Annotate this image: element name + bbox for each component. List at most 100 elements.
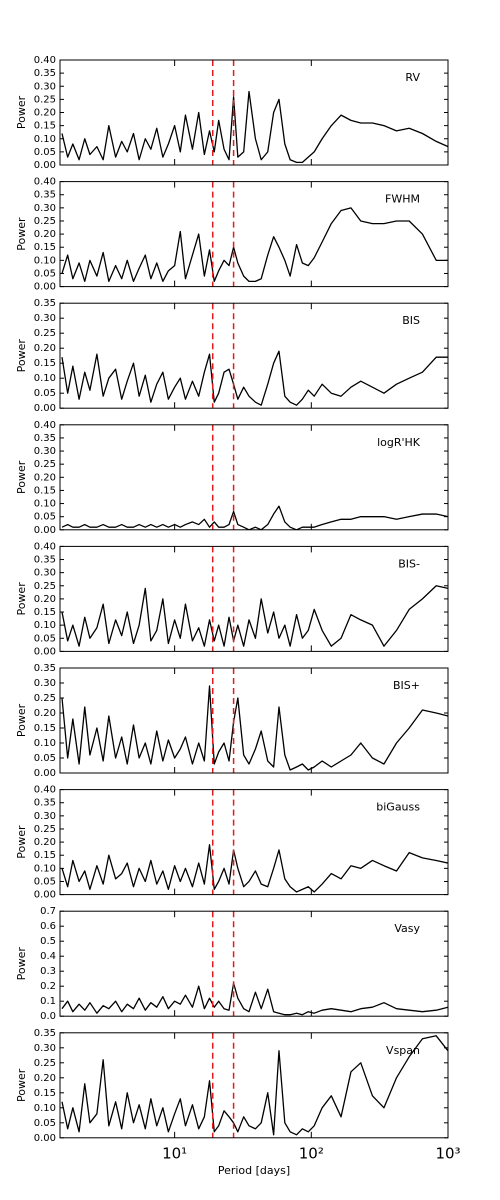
y-tick-label: 0.15 — [34, 1088, 56, 1099]
y-tick-label: 0.20 — [34, 229, 56, 240]
plot-area — [61, 350, 448, 406]
axes-frame — [59, 302, 449, 409]
axes-frame — [59, 59, 449, 166]
y-tick-label: 0.00 — [34, 160, 56, 171]
y-tick-label: 0.15 — [34, 723, 56, 734]
periodogram-line — [61, 982, 448, 1016]
y-tick-label: 0.05 — [34, 512, 56, 523]
panel-label: BIS — [402, 314, 420, 327]
panel-label: Vspan — [386, 1044, 420, 1057]
axes-frame — [59, 1032, 449, 1139]
y-tick-label: 0.20 — [34, 1073, 56, 1084]
y-tick-label: 0.00 — [34, 525, 56, 536]
axes-frame — [59, 545, 449, 652]
y-tick-label: 0.10 — [34, 863, 56, 874]
y-tick-label: 0.20 — [34, 594, 56, 605]
y-tick-label: 0.35 — [34, 1028, 56, 1039]
y-tick-label: 0.7 — [40, 906, 56, 917]
axes-frame — [59, 910, 449, 1017]
y-tick-label: 0.20 — [34, 708, 56, 719]
y-tick-label: 0.05 — [34, 633, 56, 644]
y-tick-label: 0.4 — [40, 951, 56, 962]
y-tick-label: 0.30 — [34, 81, 56, 92]
y-tick-label: 0.40 — [34, 420, 56, 431]
x-tick-label: 10¹ — [162, 1144, 187, 1162]
y-tick-label: 0.35 — [34, 555, 56, 566]
periodogram-line — [61, 350, 448, 406]
panel-label: logR'HK — [377, 436, 421, 449]
y-tick-label: 0.25 — [34, 459, 56, 470]
y-tick-label: 0.40 — [34, 541, 56, 552]
y-tick-label: 0.00 — [34, 403, 56, 414]
y-axis-label: Power — [15, 703, 28, 737]
y-tick-label: 0.10 — [34, 373, 56, 384]
axes-frame — [59, 789, 449, 896]
y-tick-label: 0.30 — [34, 1043, 56, 1054]
panel-label: Vasy — [394, 922, 420, 935]
y-tick-label: 0.10 — [34, 499, 56, 510]
y-tick-label: 0.15 — [34, 607, 56, 618]
y-tick-label: 0.25 — [34, 824, 56, 835]
y-tick-label: 0.05 — [34, 147, 56, 158]
axes-frame — [59, 181, 449, 288]
y-tick-label: 0.40 — [34, 55, 56, 66]
panel-label: FWHM — [385, 193, 420, 206]
periodogram-line — [61, 505, 448, 530]
x-axis-label: Period [days] — [218, 1164, 290, 1177]
y-tick-label: 0.15 — [34, 485, 56, 496]
y-tick-label: 0.30 — [34, 678, 56, 689]
panel-label: BIS- — [398, 557, 420, 570]
periodogram-line — [61, 585, 448, 647]
y-tick-label: 0.15 — [34, 121, 56, 132]
y-tick-label: 0.6 — [40, 921, 56, 932]
y-tick-label: 0.15 — [34, 358, 56, 369]
y-tick-label: 0.35 — [34, 663, 56, 674]
y-tick-label: 0.25 — [34, 94, 56, 105]
y-tick-label: 0.35 — [34, 433, 56, 444]
y-tick-label: 0.15 — [34, 850, 56, 861]
y-tick-label: 0.05 — [34, 753, 56, 764]
y-tick-label: 0.30 — [34, 446, 56, 457]
y-tick-label: 0.20 — [34, 837, 56, 848]
periodogram-line — [61, 207, 448, 282]
periodogram-line — [61, 1035, 448, 1136]
y-tick-label: 0.35 — [34, 798, 56, 809]
y-tick-label: 0.1 — [40, 996, 56, 1007]
y-tick-label: 0.25 — [34, 581, 56, 592]
y-tick-label: 0.35 — [34, 190, 56, 201]
y-tick-label: 0.10 — [34, 134, 56, 145]
y-tick-label: 0.00 — [34, 646, 56, 657]
y-tick-label: 0.10 — [34, 1103, 56, 1114]
y-axis-label: Power — [15, 95, 28, 129]
plot-area — [61, 685, 448, 771]
y-tick-label: 0.35 — [34, 298, 56, 309]
y-tick-label: 0.30 — [34, 568, 56, 579]
y-tick-label: 0.05 — [34, 876, 56, 887]
y-axis-label: Power — [15, 582, 28, 616]
y-tick-label: 0.05 — [34, 1118, 56, 1129]
y-tick-label: 0.30 — [34, 811, 56, 822]
y-tick-label: 0.25 — [34, 1058, 56, 1069]
plot-area — [61, 982, 448, 1016]
y-tick-label: 0.30 — [34, 203, 56, 214]
y-tick-label: 0.30 — [34, 313, 56, 324]
axes-frame — [59, 424, 449, 531]
y-axis-label: Power — [15, 1068, 28, 1102]
panel-label: BIS+ — [393, 679, 420, 692]
plot-area — [61, 1035, 448, 1136]
y-tick-label: 0.05 — [34, 268, 56, 279]
y-tick-label: 0.3 — [40, 966, 56, 977]
y-tick-label: 0.25 — [34, 216, 56, 227]
y-tick-label: 0.20 — [34, 343, 56, 354]
y-tick-label: 0.0 — [40, 1011, 56, 1022]
axes-frame — [59, 667, 449, 774]
y-tick-label: 0.5 — [40, 936, 56, 947]
plot-area — [61, 585, 448, 647]
y-axis-label: Power — [15, 217, 28, 251]
x-tick-label: 10³ — [435, 1144, 460, 1162]
y-tick-label: 0.00 — [34, 1133, 56, 1144]
y-tick-label: 0.15 — [34, 242, 56, 253]
y-tick-label: 0.00 — [34, 890, 56, 901]
y-tick-label: 0.25 — [34, 693, 56, 704]
